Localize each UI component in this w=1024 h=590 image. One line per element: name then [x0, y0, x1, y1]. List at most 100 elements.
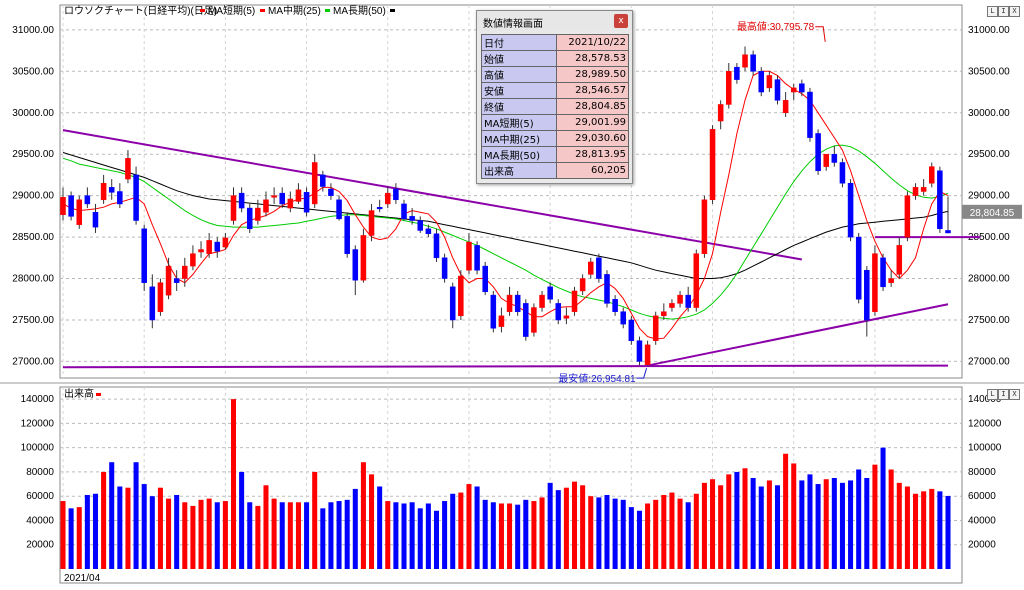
numeric-info-panel[interactable]: 数値情報画面 x 日付 2021/10/22 始値 28,578.53 高値 28,989…: [476, 10, 633, 184]
volume-bar[interactable]: [758, 486, 764, 569]
candle[interactable]: [303, 187, 310, 217]
candle[interactable]: [352, 245, 359, 296]
candle[interactable]: [295, 183, 302, 204]
candle[interactable]: [466, 232, 472, 275]
candle[interactable]: [376, 199, 383, 213]
volume-bar[interactable]: [482, 499, 488, 569]
volume-bar[interactable]: [141, 484, 147, 569]
volume-bar[interactable]: [677, 498, 683, 569]
volume-bar[interactable]: [149, 496, 155, 569]
candle[interactable]: [734, 63, 740, 84]
volume-bar[interactable]: [190, 505, 196, 569]
volume-bar[interactable]: [661, 494, 667, 569]
volume-bar[interactable]: [774, 485, 781, 569]
volume-bar[interactable]: [425, 503, 431, 569]
volume-bar[interactable]: [913, 493, 919, 569]
candle[interactable]: [458, 270, 464, 320]
volume-bar[interactable]: [433, 510, 440, 569]
candle[interactable]: [717, 100, 724, 130]
candle[interactable]: [652, 311, 659, 345]
candle[interactable]: [230, 187, 237, 225]
volume-bar[interactable]: [783, 453, 789, 569]
volume-bar[interactable]: [133, 462, 139, 569]
candle[interactable]: [864, 266, 870, 337]
candle[interactable]: [547, 282, 553, 304]
candle[interactable]: [157, 278, 164, 316]
candle[interactable]: [807, 87, 813, 142]
volume-bar[interactable]: [198, 499, 204, 569]
candle[interactable]: [839, 158, 846, 188]
volume-bar[interactable]: [222, 501, 228, 569]
volume-bar[interactable]: [856, 469, 862, 569]
candle[interactable]: [84, 187, 91, 209]
candle[interactable]: [799, 79, 805, 97]
candle[interactable]: [750, 50, 756, 76]
volume-bar[interactable]: [563, 487, 569, 569]
volume-bar[interactable]: [701, 482, 707, 569]
volume-bar[interactable]: [417, 508, 423, 569]
candle[interactable]: [555, 299, 562, 325]
candle[interactable]: [815, 129, 821, 175]
candle[interactable]: [368, 203, 375, 242]
volume-bar[interactable]: [872, 464, 878, 569]
candle[interactable]: [108, 179, 115, 200]
price-panel-control-i[interactable]: I: [998, 6, 1009, 17]
volume-bar[interactable]: [547, 482, 553, 569]
volume-bar[interactable]: [214, 502, 220, 569]
volume-bar[interactable]: [815, 484, 821, 569]
candle[interactable]: [498, 307, 505, 333]
candle[interactable]: [441, 253, 448, 283]
volume-bar[interactable]: [636, 510, 642, 569]
volume-bar[interactable]: [580, 485, 586, 569]
candle[interactable]: [661, 303, 667, 320]
volume-bar[interactable]: [328, 502, 334, 569]
candle[interactable]: [182, 257, 188, 287]
volume-bar[interactable]: [896, 482, 902, 569]
candle[interactable]: [279, 187, 285, 209]
candle[interactable]: [709, 125, 716, 204]
volume-bar[interactable]: [344, 499, 350, 569]
candle[interactable]: [385, 187, 391, 209]
volume-bar[interactable]: [60, 501, 66, 569]
volume-bar[interactable]: [442, 501, 448, 569]
volume-bar[interactable]: [628, 507, 634, 569]
candle[interactable]: [490, 290, 497, 333]
candle[interactable]: [393, 183, 399, 204]
candle[interactable]: [263, 191, 269, 217]
candle[interactable]: [774, 75, 781, 105]
volume-bar[interactable]: [766, 480, 772, 569]
candle[interactable]: [417, 216, 424, 233]
volume-bar[interactable]: [612, 498, 618, 569]
volume-bar[interactable]: [498, 503, 504, 569]
volume-bar[interactable]: [68, 508, 74, 569]
volume-bar[interactable]: [864, 478, 870, 569]
volume-bar[interactable]: [588, 496, 594, 569]
candle[interactable]: [68, 191, 74, 221]
candle[interactable]: [206, 232, 212, 258]
candle[interactable]: [758, 67, 765, 97]
volume-bar[interactable]: [937, 491, 943, 569]
candle[interactable]: [726, 63, 732, 109]
volume-bar[interactable]: [255, 505, 261, 569]
volume-bar[interactable]: [620, 499, 626, 569]
volume-bar[interactable]: [515, 504, 521, 569]
price-panel-control-x[interactable]: X: [1009, 6, 1020, 17]
candle[interactable]: [449, 282, 456, 329]
volume-bar[interactable]: [523, 499, 529, 569]
candle[interactable]: [246, 203, 253, 233]
volume-bar[interactable]: [929, 488, 935, 569]
volume-bar[interactable]: [596, 497, 602, 569]
candle[interactable]: [855, 232, 862, 304]
volume-bar[interactable]: [734, 471, 740, 569]
volume-bar[interactable]: [831, 478, 837, 569]
volume-bar[interactable]: [791, 463, 797, 569]
candle[interactable]: [596, 253, 602, 283]
candle[interactable]: [433, 228, 440, 262]
candle[interactable]: [937, 166, 943, 233]
candle[interactable]: [604, 270, 610, 308]
candle[interactable]: [523, 299, 529, 341]
volume-panel-control-x[interactable]: X: [1009, 389, 1020, 400]
volume-bar[interactable]: [921, 491, 927, 569]
candle[interactable]: [628, 315, 635, 345]
candle[interactable]: [847, 179, 854, 242]
